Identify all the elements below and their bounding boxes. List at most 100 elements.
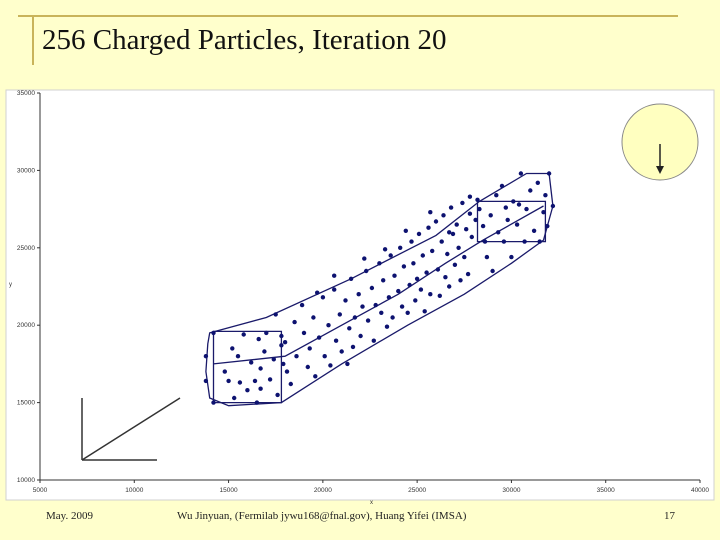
particle-point	[473, 217, 478, 223]
particle-point	[475, 197, 480, 202]
particle-point	[443, 275, 448, 280]
axis-sketch-diagonal	[81, 397, 181, 461]
x-axis-label: x	[370, 500, 373, 506]
particle-point	[403, 228, 408, 233]
particle-point	[428, 292, 433, 297]
particle-point	[420, 253, 425, 258]
particle-point	[365, 318, 371, 323]
particle-point	[518, 171, 524, 176]
particle-point	[364, 268, 369, 274]
particle-point	[281, 361, 286, 367]
particle-point	[390, 315, 395, 320]
particle-point	[543, 193, 548, 198]
particle-point	[490, 268, 495, 274]
particle-point	[537, 239, 542, 244]
particle-point	[288, 381, 293, 387]
particle-point	[294, 354, 299, 359]
page-number: 17	[664, 510, 675, 522]
particle-point	[222, 369, 227, 374]
particle-point	[413, 298, 418, 303]
y-axis-label: y	[9, 282, 12, 288]
particle-point	[524, 206, 529, 212]
particle-point	[252, 378, 258, 384]
particle-point	[509, 254, 514, 260]
particle-point	[350, 344, 356, 350]
particle-point	[418, 287, 424, 292]
particle-point	[282, 340, 288, 345]
particle-point	[356, 292, 361, 297]
particle-point	[305, 364, 310, 370]
particle-point	[211, 400, 216, 405]
particle-point	[437, 293, 442, 298]
particle-point	[550, 203, 556, 209]
particle-point	[332, 287, 337, 292]
particle-point	[484, 254, 490, 260]
x-tick-label: 5000	[33, 487, 48, 494]
y-tick-label: 25000	[17, 245, 35, 252]
particle-point	[467, 194, 473, 199]
particle-point	[407, 282, 412, 288]
particle-point	[313, 374, 318, 379]
particle-point	[311, 315, 316, 320]
particle-point	[482, 239, 488, 244]
particle-point	[392, 273, 397, 278]
particle-point	[235, 354, 241, 359]
particle-point	[458, 278, 463, 283]
particle-point	[450, 231, 456, 237]
particle-point	[315, 290, 320, 295]
particle-point	[326, 323, 331, 328]
particle-point	[373, 302, 378, 308]
particle-point	[271, 357, 276, 362]
particle-point	[237, 380, 243, 385]
particle-point	[258, 366, 263, 371]
particle-point	[352, 315, 358, 320]
particle-point	[411, 261, 416, 266]
upper-right-box	[476, 200, 547, 243]
particle-point	[284, 369, 290, 374]
particle-point	[494, 193, 499, 198]
particle-point	[398, 245, 403, 250]
y-tick-label: 10000	[17, 477, 35, 484]
particle-point	[339, 349, 344, 354]
scatter-chart: 5000 10000 15000 20000 25000 30000 35000 40000 1…	[5, 89, 715, 506]
y-tick-label: 30000	[17, 167, 35, 174]
particle-point	[332, 273, 337, 278]
particle-point	[447, 230, 452, 235]
particle-point	[279, 343, 284, 348]
particle-point	[379, 310, 384, 315]
particle-point	[362, 256, 367, 261]
particle-point	[460, 200, 465, 206]
particle-point	[541, 210, 546, 215]
y-tick-label: 20000	[17, 322, 35, 329]
particle-points	[203, 171, 556, 405]
particle-point	[333, 338, 339, 343]
particle-point	[322, 354, 327, 359]
particle-point	[299, 302, 305, 308]
particle-point	[258, 386, 263, 391]
particle-point	[465, 271, 471, 277]
particle-point	[505, 217, 510, 223]
x-tick-label: 25000	[408, 487, 426, 494]
x-tick-label: 20000	[314, 487, 332, 494]
particle-point	[546, 171, 552, 176]
particle-point	[462, 254, 467, 260]
particle-point	[452, 262, 458, 267]
particle-point	[386, 295, 392, 300]
particle-point	[264, 330, 269, 336]
particle-point	[422, 309, 427, 314]
particle-point	[226, 378, 231, 384]
particle-point	[433, 219, 439, 224]
particle-point	[435, 267, 441, 272]
particle-point	[516, 202, 522, 207]
particle-point	[501, 239, 507, 244]
particle-point	[528, 188, 533, 193]
particle-point	[401, 264, 407, 269]
particle-point	[347, 326, 352, 331]
particle-point	[503, 205, 508, 210]
particle-point	[211, 330, 216, 336]
particle-point	[307, 346, 312, 351]
particle-point	[535, 180, 540, 185]
particle-point	[267, 377, 273, 382]
particle-point	[396, 288, 401, 294]
lower-left-box	[212, 330, 283, 404]
